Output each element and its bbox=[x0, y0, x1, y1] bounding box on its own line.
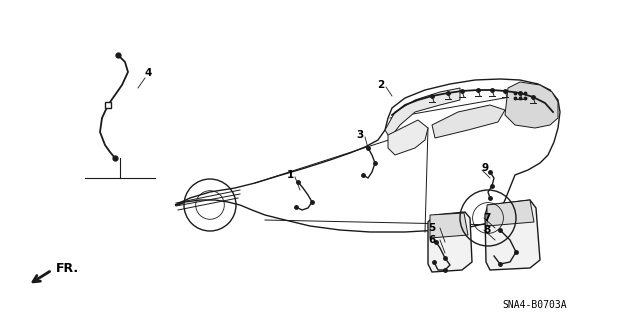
Text: 8: 8 bbox=[483, 225, 491, 235]
PathPatch shape bbox=[430, 213, 468, 238]
Text: 3: 3 bbox=[356, 130, 364, 140]
Text: SNA4-B0703A: SNA4-B0703A bbox=[502, 300, 567, 310]
PathPatch shape bbox=[505, 82, 558, 128]
PathPatch shape bbox=[428, 212, 472, 272]
PathPatch shape bbox=[432, 105, 505, 138]
PathPatch shape bbox=[485, 200, 540, 270]
Text: 7: 7 bbox=[483, 213, 491, 223]
PathPatch shape bbox=[175, 79, 560, 232]
Text: 1: 1 bbox=[286, 170, 294, 180]
Text: 6: 6 bbox=[428, 235, 436, 245]
Text: FR.: FR. bbox=[56, 262, 79, 275]
Text: 2: 2 bbox=[378, 80, 385, 90]
Text: 9: 9 bbox=[481, 163, 488, 173]
PathPatch shape bbox=[487, 200, 534, 226]
PathPatch shape bbox=[385, 88, 460, 138]
Text: 5: 5 bbox=[428, 223, 436, 233]
Text: 4: 4 bbox=[144, 68, 152, 78]
PathPatch shape bbox=[388, 120, 428, 155]
